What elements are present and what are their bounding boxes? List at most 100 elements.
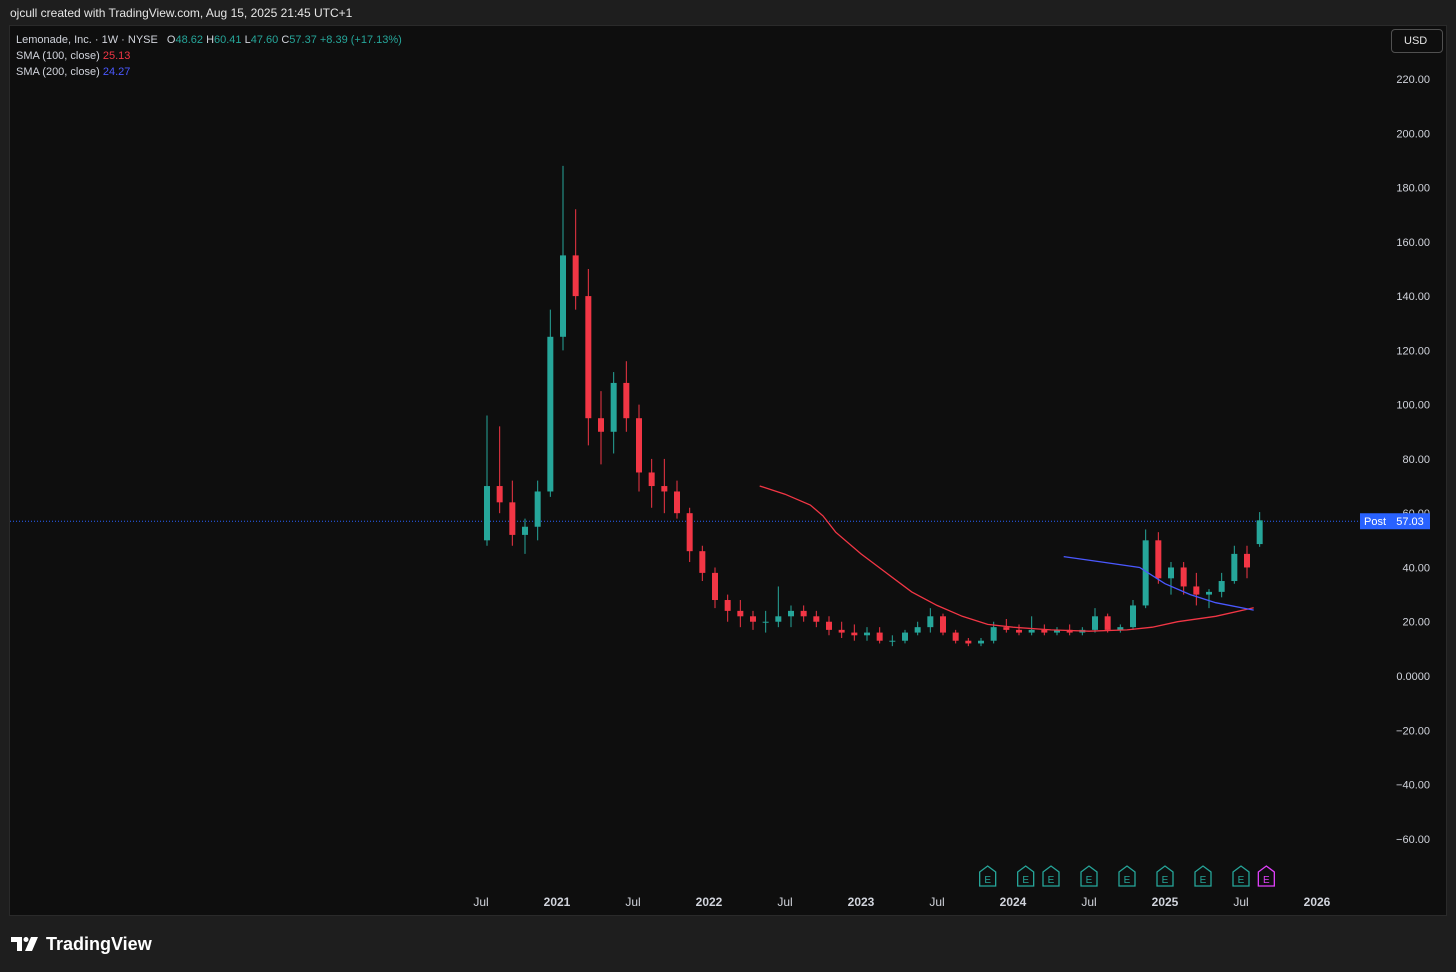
y-tick-label: 100.00 <box>1396 400 1430 412</box>
open-value: 48.62 <box>175 34 203 46</box>
candle-body <box>572 255 579 297</box>
candle-body <box>1092 616 1098 630</box>
earnings-marker-icon <box>979 865 997 887</box>
y-tick-label: 200.00 <box>1396 128 1430 140</box>
candle-body <box>496 486 503 503</box>
earnings-marker-icon <box>1156 865 1174 887</box>
candle-body <box>940 616 946 633</box>
sma200-row[interactable]: SMA (200, close) 24.27 <box>16 64 402 80</box>
x-tick-label: Jul <box>929 895 944 909</box>
earnings-marker-icon <box>1232 865 1250 887</box>
candle-body <box>750 616 756 622</box>
x-tick-label: Jul <box>473 895 488 909</box>
candle-body <box>1142 540 1149 606</box>
symbol-row[interactable]: Lemonade, Inc. · 1W · NYSE O48.62 H60.41… <box>16 32 402 48</box>
y-tick-label: −40.00 <box>1396 780 1430 792</box>
candle-body <box>876 632 883 641</box>
candle-body <box>648 472 655 487</box>
sma200-line <box>1063 555 1254 611</box>
candle-body <box>965 640 972 644</box>
candle-body <box>813 616 820 622</box>
candle-body <box>1244 553 1250 568</box>
earnings-marker-icon <box>1042 865 1060 887</box>
candle-body <box>686 513 693 552</box>
y-tick-label: 220.00 <box>1396 74 1430 86</box>
y-tick-label: −20.00 <box>1396 725 1430 737</box>
earnings-marker-glyph: E <box>1263 875 1270 886</box>
candle-body <box>1003 627 1010 630</box>
candle-body <box>1168 567 1174 579</box>
earnings-marker-glyph: E <box>984 875 991 886</box>
currency-button[interactable]: USD <box>1391 29 1443 53</box>
candle-body <box>610 382 617 432</box>
candle-body <box>712 572 718 601</box>
candle-body <box>927 616 934 628</box>
x-tick-label: 2022 <box>696 895 723 909</box>
x-tick-label: 2025 <box>1152 895 1179 909</box>
candle-body <box>509 502 516 535</box>
footer-brand-text: TradingView <box>46 933 152 954</box>
candle-body <box>800 610 807 617</box>
x-tick-label: 2023 <box>848 895 875 909</box>
y-tick-label: −60.00 <box>1396 834 1430 846</box>
earnings-marker-glyph: E <box>1048 875 1055 886</box>
post-badge-label-bg <box>1360 513 1390 530</box>
candle-body <box>522 526 528 535</box>
candle-body <box>1104 616 1111 630</box>
footer-brand[interactable]: TradingView <box>10 932 152 956</box>
y-tick-label: 20.00 <box>1402 617 1430 629</box>
candle-body <box>1028 629 1035 633</box>
candle-body <box>1016 629 1022 633</box>
x-tick-label: 2021 <box>544 895 571 909</box>
earnings-marker-icon <box>1080 865 1098 887</box>
candle-body <box>484 486 490 541</box>
candle-body <box>1155 540 1162 579</box>
post-badge-label: Post <box>1364 516 1386 528</box>
candle-body <box>838 629 845 633</box>
close-value: 57.37 <box>289 34 317 46</box>
candle-body <box>864 632 870 636</box>
candle-body <box>1180 567 1187 587</box>
y-tick-label: 80.00 <box>1402 454 1430 466</box>
y-tick-label: 160.00 <box>1396 237 1430 249</box>
earnings-marker-glyph: E <box>1200 875 1207 886</box>
candle-body <box>560 255 566 337</box>
post-badge-value-bg <box>1390 513 1430 530</box>
candle-body <box>952 632 959 641</box>
chart-pane[interactable] <box>9 25 1447 916</box>
candle-body <box>1066 629 1073 633</box>
candle-body <box>598 418 604 432</box>
open-label: O <box>166 34 176 46</box>
candle-body <box>889 640 896 642</box>
candle-body <box>674 491 680 514</box>
candle-body <box>699 551 706 573</box>
candle-body <box>851 632 858 636</box>
attribution-text: ojcull created with TradingView.com, Aug… <box>10 6 353 20</box>
candle-body <box>1256 520 1263 545</box>
y-tick-label: 0.0000 <box>1396 671 1430 683</box>
candle-body <box>737 610 744 617</box>
attribution-bar: ojcull created with TradingView.com, Aug… <box>0 0 1456 26</box>
candle-body <box>990 627 997 641</box>
change-value: +8.39 (+17.13%) <box>319 34 402 46</box>
candle-body <box>1218 581 1225 592</box>
candle-body <box>547 336 554 492</box>
chart-legend: Lemonade, Inc. · 1W · NYSE O48.62 H60.41… <box>16 32 402 80</box>
candle-body <box>775 616 782 622</box>
post-badge-value: 57.03 <box>1396 516 1424 528</box>
candle-body <box>724 600 731 611</box>
x-tick-label: 2024 <box>1000 895 1027 909</box>
sma100-row[interactable]: SMA (100, close) 25.13 <box>16 48 402 64</box>
x-tick-label: Jul <box>1233 895 1248 909</box>
low-value: 47.60 <box>250 34 279 46</box>
candle-body <box>1041 629 1048 633</box>
candle-body <box>585 296 592 419</box>
y-tick-label: 180.00 <box>1396 183 1430 195</box>
symbol-title: Lemonade, Inc. · 1W · NYSE <box>16 34 158 46</box>
candle-body <box>661 486 668 492</box>
candle-body <box>534 491 541 527</box>
x-tick-label: Jul <box>777 895 792 909</box>
candle-body <box>1206 591 1212 595</box>
earnings-marker-icon <box>1257 865 1275 887</box>
